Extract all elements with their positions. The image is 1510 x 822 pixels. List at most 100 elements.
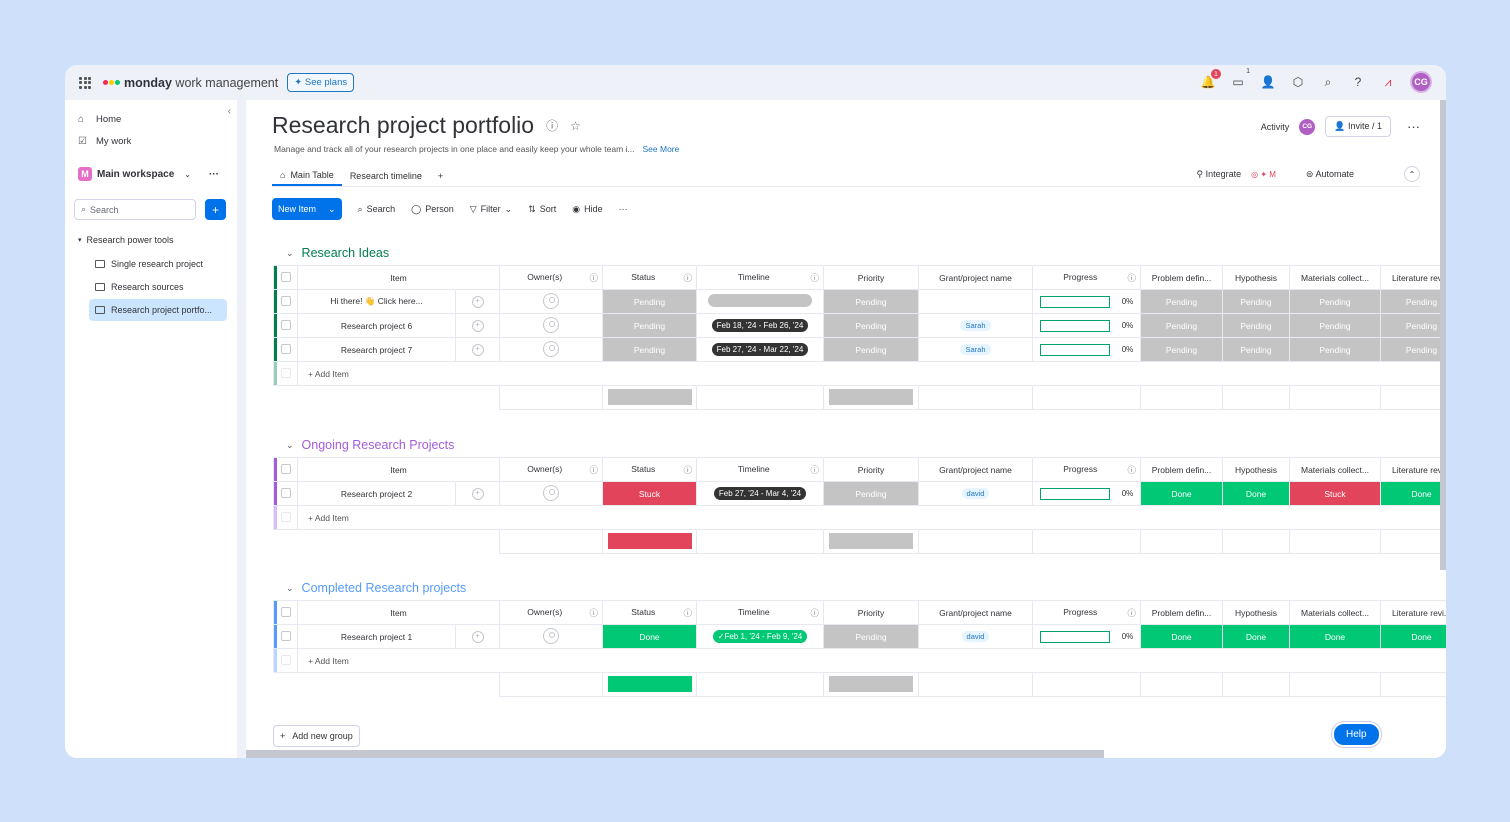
- add-item-input[interactable]: + Add Item: [297, 361, 1446, 386]
- timeline-cell[interactable]: Feb 27, '24 - Mar 22, '24: [696, 337, 824, 362]
- add-new-group-button[interactable]: + Add new group: [273, 725, 360, 747]
- info-icon[interactable]: ⓘ: [810, 607, 819, 618]
- materials-cell[interactable]: Done: [1289, 624, 1381, 649]
- bell-icon[interactable]: 🔔 1: [1200, 69, 1221, 90]
- user-avatar[interactable]: CG: [1410, 71, 1432, 93]
- grant-cell[interactable]: david: [918, 481, 1033, 506]
- sidebar-item-home[interactable]: ⌂ Home: [65, 108, 237, 130]
- timeline-cell[interactable]: ✓Feb 1, '24 - Feb 9, '24: [696, 624, 824, 649]
- column-header[interactable]: Status ⓘ: [602, 265, 697, 290]
- materials-cell[interactable]: Pending: [1289, 289, 1381, 314]
- column-header[interactable]: Literature revi...: [1380, 457, 1446, 482]
- add-item-input[interactable]: + Add Item: [297, 505, 1446, 530]
- info-icon[interactable]: ⓘ: [589, 607, 598, 618]
- chevron-down-icon[interactable]: ⌄: [286, 247, 294, 258]
- column-header[interactable]: Status ⓘ: [602, 457, 697, 482]
- sidebar-search-input[interactable]: ⌕ Search: [74, 199, 196, 220]
- column-header[interactable]: Owner(s) ⓘ: [499, 600, 603, 625]
- table-row[interactable]: Hi there! 👋 Click here... + Pending Pending…: [273, 289, 1446, 314]
- item-name[interactable]: Research project 6: [297, 313, 456, 338]
- chat-bubble-icon[interactable]: +: [471, 296, 484, 308]
- column-header[interactable]: Problem defin...: [1140, 457, 1223, 482]
- invite-members-icon[interactable]: 👤: [1260, 75, 1276, 89]
- item-name[interactable]: Research project 2: [297, 481, 456, 506]
- priority-cell[interactable]: Pending: [823, 481, 919, 506]
- progress-cell[interactable]: 0%: [1032, 337, 1141, 362]
- group-title[interactable]: ⌄ Ongoing Research Projects: [286, 438, 454, 452]
- item-name[interactable]: Research project 1: [297, 624, 456, 649]
- help-button[interactable]: Help: [1332, 722, 1381, 747]
- progress-cell[interactable]: 0%: [1032, 289, 1141, 314]
- tab-research-timeline[interactable]: Research timeline: [342, 166, 430, 186]
- integrate-button[interactable]: ⚲ Integrate: [1196, 169, 1241, 180]
- literature-cell[interactable]: Pending: [1380, 337, 1446, 362]
- info-icon[interactable]: ⓘ: [589, 464, 598, 475]
- timeline-cell[interactable]: [696, 289, 824, 314]
- column-header[interactable]: Grant/project name: [918, 457, 1033, 482]
- grant-cell[interactable]: Sarah: [918, 337, 1033, 362]
- group-title[interactable]: ⌄ Research Ideas: [286, 246, 389, 260]
- select-all-checkbox[interactable]: [273, 600, 298, 625]
- info-icon[interactable]: ⓘ: [1127, 272, 1136, 283]
- column-header[interactable]: Literature revi...: [1380, 600, 1446, 625]
- info-icon[interactable]: ⓘ: [589, 272, 598, 283]
- status-cell[interactable]: Stuck: [602, 481, 697, 506]
- apps-grid-icon[interactable]: [79, 76, 91, 89]
- column-header[interactable]: Literature revi...: [1380, 265, 1446, 290]
- table-row[interactable]: Research project 2 + Stuck Feb 27, '24 - Ma…: [273, 481, 1446, 506]
- updates-cell[interactable]: +: [455, 624, 500, 649]
- hypothesis-cell[interactable]: Pending: [1222, 289, 1290, 314]
- grant-cell[interactable]: Sarah: [918, 313, 1033, 338]
- help-icon[interactable]: ?: [1354, 75, 1362, 89]
- hypothesis-cell[interactable]: Pending: [1222, 313, 1290, 338]
- column-header[interactable]: Item: [297, 265, 500, 290]
- hypothesis-cell[interactable]: Done: [1222, 624, 1290, 649]
- search-button[interactable]: ⌕ Search: [358, 204, 396, 215]
- chat-bubble-icon[interactable]: +: [471, 320, 484, 332]
- activity-button[interactable]: Activity: [1260, 121, 1290, 132]
- priority-cell[interactable]: Pending: [823, 289, 919, 314]
- info-icon[interactable]: ⓘ: [810, 464, 819, 475]
- info-icon[interactable]: ⓘ: [810, 272, 819, 283]
- owner-cell[interactable]: [499, 313, 603, 338]
- info-icon[interactable]: ⓘ: [683, 272, 692, 283]
- literature-cell[interactable]: Pending: [1380, 313, 1446, 338]
- priority-cell[interactable]: Pending: [823, 313, 919, 338]
- column-header[interactable]: Item: [297, 457, 500, 482]
- automate-button[interactable]: ⊜ Automate: [1306, 169, 1354, 180]
- materials-cell[interactable]: Pending: [1289, 337, 1381, 362]
- item-name[interactable]: Research project 7: [297, 337, 456, 362]
- owner-cell[interactable]: [499, 337, 603, 362]
- sidebar-board-research-project-portfolio[interactable]: Research project portfo...: [89, 299, 227, 321]
- column-header[interactable]: Grant/project name: [918, 265, 1033, 290]
- filter-button[interactable]: ▽ Filter ⌄: [470, 204, 512, 215]
- select-all-checkbox[interactable]: [273, 265, 298, 290]
- add-item-input[interactable]: + Add Item: [297, 648, 1446, 673]
- horizontal-scrollbar[interactable]: [246, 750, 1104, 758]
- column-header[interactable]: Progress ⓘ: [1032, 600, 1141, 625]
- owner-cell[interactable]: [499, 289, 603, 314]
- column-header[interactable]: Progress ⓘ: [1032, 457, 1141, 482]
- item-name[interactable]: Hi there! 👋 Click here...: [297, 289, 456, 314]
- table-row[interactable]: Research project 7 + Pending Feb 27, '24 - …: [273, 337, 1446, 362]
- column-header[interactable]: Materials collect...: [1289, 457, 1381, 482]
- info-icon[interactable]: ⓘ: [683, 607, 692, 618]
- column-header[interactable]: Problem defin...: [1140, 265, 1223, 290]
- workspace-selector[interactable]: M Main workspace ⌄ ···: [65, 164, 237, 184]
- status-cell[interactable]: Pending: [602, 289, 697, 314]
- column-header[interactable]: Materials collect...: [1289, 265, 1381, 290]
- timeline-cell[interactable]: Feb 18, '24 - Feb 26, '24: [696, 313, 824, 338]
- sidebar-item-my-work[interactable]: ☑ My work: [65, 130, 237, 152]
- sidebar-board-research-sources[interactable]: Research sources: [89, 276, 227, 298]
- chat-bubble-icon[interactable]: +: [471, 488, 484, 500]
- progress-cell[interactable]: 0%: [1032, 624, 1141, 649]
- problem-definition-cell[interactable]: Pending: [1140, 337, 1223, 362]
- search-icon[interactable]: ⌕: [1324, 74, 1332, 89]
- more-icon[interactable]: ···: [618, 204, 628, 214]
- column-header[interactable]: Hypothesis: [1222, 265, 1290, 290]
- column-header[interactable]: Progress ⓘ: [1032, 265, 1141, 290]
- owner-cell[interactable]: [499, 481, 603, 506]
- column-header[interactable]: Grant/project name: [918, 600, 1033, 625]
- info-icon[interactable]: ⓘ: [683, 464, 692, 475]
- info-icon[interactable]: ⓘ: [546, 119, 559, 133]
